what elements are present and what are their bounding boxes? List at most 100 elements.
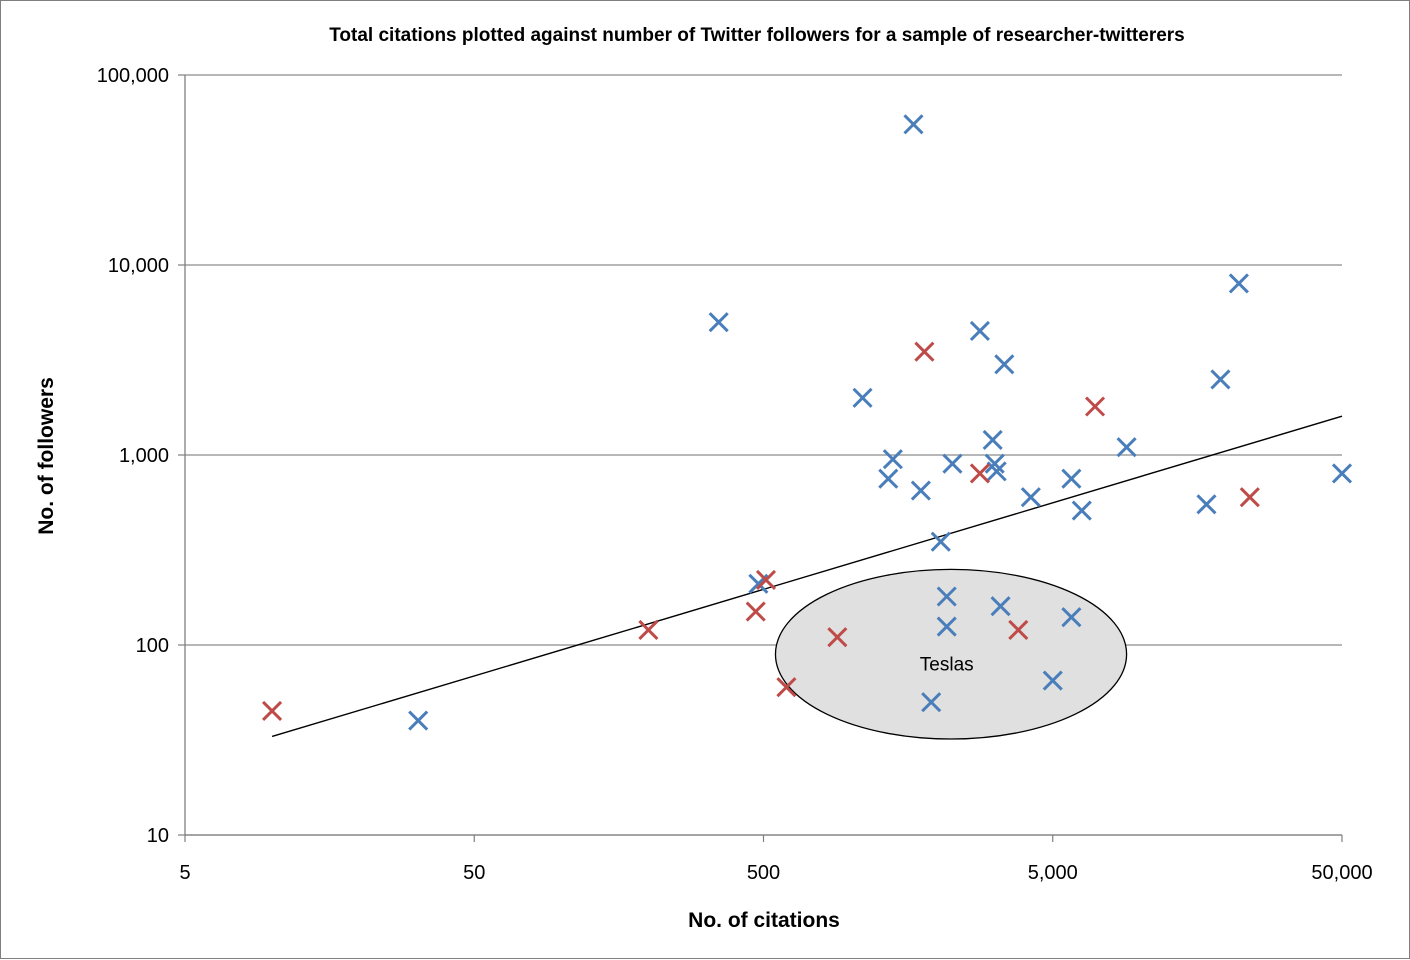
marker-stroke <box>990 596 1011 617</box>
marker-stroke <box>984 453 1005 474</box>
data-point-series-2 <box>914 341 935 362</box>
data-point-series-1 <box>408 710 429 731</box>
data-point-series-1 <box>982 429 1003 451</box>
data-point-series-2 <box>262 700 283 721</box>
data-point-series-2 <box>755 569 777 591</box>
data-points <box>262 114 1353 731</box>
chart-title: Total citations plotted against number o… <box>329 25 1185 46</box>
gridlines <box>178 74 1343 842</box>
data-point-series-1 <box>1210 369 1231 390</box>
marker-stroke <box>262 700 283 721</box>
data-point-series-1 <box>1020 487 1041 508</box>
marker-stroke <box>1196 494 1217 515</box>
data-point-series-2 <box>776 677 797 698</box>
marker-stroke <box>969 320 990 341</box>
x-tick-label: 5,000 <box>1028 862 1078 884</box>
marker-stroke <box>903 114 924 135</box>
data-point-series-1 <box>852 387 873 408</box>
data-point-series-1 <box>994 354 1015 375</box>
data-point-series-1 <box>878 468 899 489</box>
y-tick-label: 1,000 <box>119 445 169 467</box>
y-tick-label: 10 <box>147 825 169 847</box>
marker-stroke <box>914 341 935 362</box>
marker-stroke <box>1331 463 1353 484</box>
x-tick-label: 500 <box>747 862 780 884</box>
marker-stroke <box>994 354 1015 375</box>
marker-stroke <box>1061 468 1082 489</box>
data-point-series-2 <box>827 627 848 648</box>
trendline <box>271 415 1343 738</box>
marker-stroke <box>745 601 766 622</box>
data-point-series-1 <box>1061 468 1082 489</box>
marker-stroke <box>1008 619 1029 641</box>
teslas-ellipse <box>774 568 1128 740</box>
data-point-series-1 <box>1061 607 1082 628</box>
marker-stroke <box>942 453 963 474</box>
data-point-series-2 <box>969 463 990 484</box>
data-point-series-1 <box>1331 463 1353 484</box>
data-point-series-1 <box>1042 670 1063 691</box>
data-point-series-2 <box>745 601 766 622</box>
marker-stroke <box>1210 369 1231 390</box>
marker-stroke <box>1239 487 1260 508</box>
data-point-series-1 <box>708 312 729 333</box>
marker-stroke <box>827 627 848 648</box>
marker-stroke <box>638 619 659 641</box>
data-point-series-2 <box>1084 396 1106 417</box>
marker-stroke <box>982 429 1003 451</box>
x-tick-label: 50,000 <box>1311 862 1372 884</box>
data-point-series-2 <box>638 619 659 641</box>
marker-stroke <box>936 586 957 607</box>
x-tick-label: 5 <box>179 862 190 884</box>
marker-stroke <box>882 449 903 470</box>
x-axis-title: No. of citations <box>688 909 840 932</box>
data-point-series-1 <box>1071 500 1092 521</box>
data-point-series-1 <box>986 461 1007 482</box>
marker-stroke <box>921 692 942 713</box>
data-point-series-1 <box>936 586 957 607</box>
marker-stroke <box>1061 607 1082 628</box>
data-point-series-1 <box>942 453 963 474</box>
data-point-series-1 <box>921 692 942 713</box>
marker-stroke <box>910 480 931 501</box>
axes <box>184 75 1342 836</box>
data-point-series-2 <box>1239 487 1260 508</box>
marker-stroke <box>1228 273 1249 294</box>
y-tick-label: 100,000 <box>97 65 169 87</box>
marker-stroke <box>408 710 429 731</box>
x-tick-label: 50 <box>463 862 485 884</box>
data-point-series-1 <box>882 449 903 470</box>
data-point-series-1 <box>1228 273 1249 294</box>
data-point-series-1 <box>969 320 990 341</box>
data-point-series-1 <box>984 453 1005 474</box>
marker-stroke <box>969 463 990 484</box>
data-point-series-1 <box>936 616 957 637</box>
y-tick-label: 10,000 <box>108 255 169 277</box>
marker-stroke <box>755 569 777 591</box>
marker-stroke <box>936 616 957 637</box>
teslas-annotation: Teslas <box>774 568 1128 740</box>
data-point-series-1 <box>903 114 924 135</box>
marker-stroke <box>930 531 951 552</box>
data-point-series-1 <box>990 596 1011 617</box>
marker-stroke <box>776 677 797 698</box>
marker-stroke <box>878 468 899 489</box>
marker-stroke <box>986 461 1007 482</box>
marker-stroke <box>1084 396 1106 417</box>
data-point-series-1 <box>1196 494 1217 515</box>
marker-stroke <box>708 312 729 333</box>
y-tick-label: 100 <box>136 635 169 657</box>
trendline-group <box>271 415 1343 738</box>
data-point-series-1 <box>910 480 931 501</box>
marker-stroke <box>1071 500 1092 521</box>
y-axis-title: No. of followers <box>35 377 58 535</box>
marker-stroke <box>1020 487 1041 508</box>
data-point-series-1 <box>1116 437 1137 458</box>
marker-stroke <box>1116 437 1137 458</box>
teslas-label: Teslas <box>920 654 974 675</box>
data-point-series-2 <box>1008 619 1029 641</box>
tick-labels: 10 100 1,000 10,000 100,000 5 50 500 5,000 50,000 <box>97 65 1373 884</box>
marker-stroke <box>1042 670 1063 691</box>
